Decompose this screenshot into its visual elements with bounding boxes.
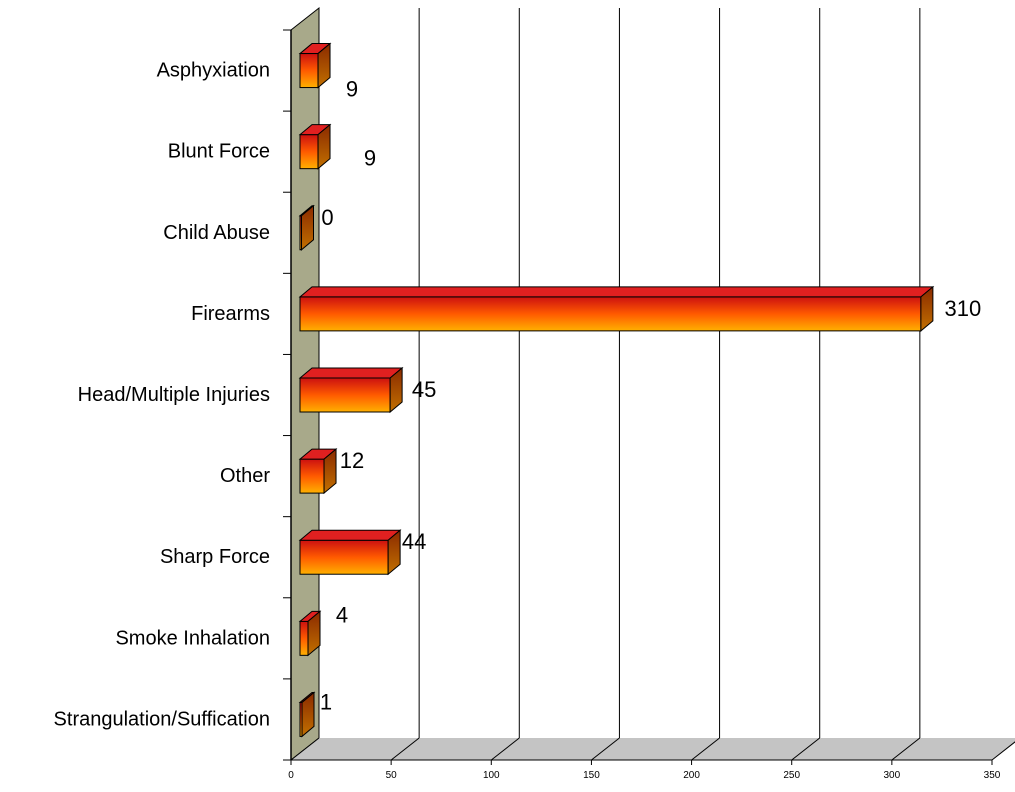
data-label: 0 [321,205,333,230]
bar [298,366,404,414]
x-tick-label: 0 [288,770,294,781]
bar [298,42,332,89]
bar-front [299,539,389,575]
bar-top [298,529,402,541]
bar-side [323,448,337,495]
category-label: Sharp Force [160,546,270,568]
floor-gridline [691,737,720,761]
data-label: 4 [336,602,348,627]
x-tick-label: 250 [783,770,800,781]
x-tick-label: 100 [483,770,500,781]
data-label: 45 [412,377,436,402]
data-label: 9 [364,146,376,171]
floor-gridline [290,737,320,761]
bar [298,123,332,170]
bar [298,691,316,738]
bar-front [299,458,325,494]
bar-front [299,53,319,89]
bar-side [389,366,403,414]
gridlines [290,8,1015,765]
labels: 0 50 100 150 200 250 300 350 Asphyxiation 9 Blunt … [54,60,1001,781]
floor-gridline [791,737,821,761]
bar-side [301,691,315,738]
bar [298,448,338,495]
category-label: Firearms [191,303,270,325]
x-tick-label: 350 [984,770,1001,781]
bar-side [317,123,331,170]
category-label: Other [220,465,270,487]
bar-front [299,620,309,656]
bar-side [387,529,401,576]
bar [298,529,402,576]
category-label: Child Abuse [163,222,270,244]
x-tick-label: 150 [583,770,600,781]
bar [298,204,315,251]
chart-floor [291,738,1015,760]
floor-gridline [991,741,1015,761]
data-label: 44 [402,529,426,554]
bar-side [301,204,314,251]
category-label: Asphyxiation [157,60,270,82]
bar-top [298,286,935,298]
category-label: Head/Multiple Injuries [78,384,270,406]
category-label: Strangulation/Suffication [54,708,270,730]
x-tick-label: 50 [386,770,398,781]
floor-gridline [891,737,921,761]
floor-gridline [591,737,620,761]
bar [298,285,935,332]
bar-front [299,377,391,413]
data-label: 9 [346,77,358,102]
bar-side [307,610,321,657]
category-label: Smoke Inhalation [115,627,270,649]
bar-side [317,42,331,89]
bar-top [298,367,404,379]
category-label: Blunt Force [168,141,270,163]
bar-front [299,134,319,170]
bars [298,42,935,738]
floor-gridline [490,737,520,761]
x-tick-label: 300 [884,770,901,781]
bar [298,610,322,657]
floor-gridline [390,737,420,761]
data-label: 12 [340,448,364,473]
bar-front [299,296,922,332]
bar-side [920,285,934,332]
data-label: 1 [320,689,332,714]
x-tick-label: 200 [683,770,700,781]
data-label: 310 [945,296,982,321]
